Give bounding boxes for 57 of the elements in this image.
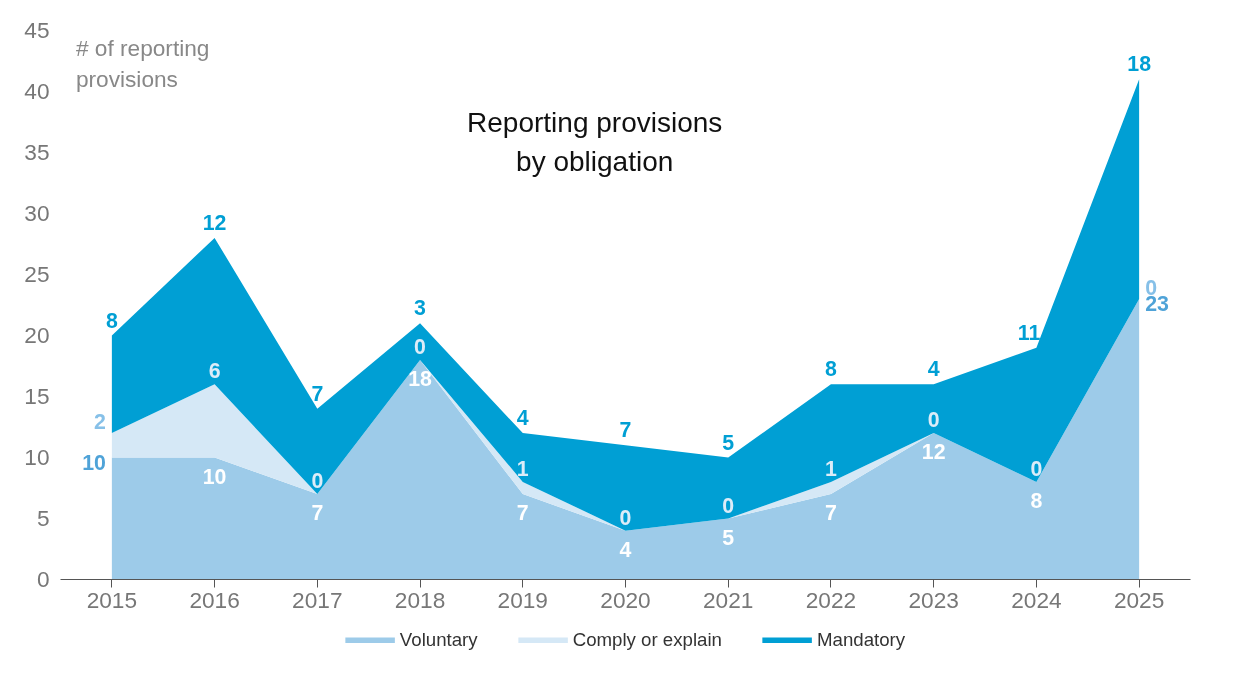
data-label: 8 <box>105 308 118 333</box>
x-tick-label: 2021 <box>703 586 754 613</box>
y-tick-label: 5 <box>36 505 50 531</box>
data-label: 1 <box>825 456 838 481</box>
y-tick-label: 35 <box>24 139 50 165</box>
x-tick-label: 2024 <box>1011 586 1062 613</box>
y-tick-label: 0 <box>36 566 50 592</box>
data-label: 7 <box>825 501 837 526</box>
y-tick-label: 10 <box>24 444 50 470</box>
data-label: 7 <box>619 418 632 443</box>
x-tick-label: 2019 <box>497 586 548 613</box>
data-label: 7 <box>516 501 529 526</box>
data-label: 8 <box>825 357 838 382</box>
data-label: 0 <box>311 469 324 494</box>
text: Reporting provisions by obligation <box>467 107 723 178</box>
y-tick-label: 20 <box>24 322 50 348</box>
x-tick-label: 2016 <box>189 586 240 613</box>
data-label: 0 <box>1030 456 1043 481</box>
data-label: 18 <box>408 366 433 391</box>
y-tick-label: 40 <box>24 78 50 104</box>
data-label: 18 <box>1127 52 1152 77</box>
x-tick-label: 2020 <box>600 586 651 613</box>
data-label: 2 <box>94 410 106 435</box>
data-label: 0 <box>619 505 632 530</box>
x-tick-label: 2015 <box>86 586 138 613</box>
data-label: 4 <box>619 537 632 562</box>
data-label: 1 <box>516 456 529 481</box>
x-tick-label: 2022 <box>805 586 857 613</box>
data-label: 5 <box>722 525 735 550</box>
data-label: 10 <box>82 450 106 475</box>
data-label: 0 <box>927 408 940 433</box>
data-label: 0 <box>414 334 426 359</box>
data-label: 10 <box>202 464 227 489</box>
data-label: 8 <box>1030 488 1043 513</box>
data-label: 7 <box>311 381 324 406</box>
y-tick-label: 30 <box>24 200 50 226</box>
x-tick-label: 2018 <box>394 586 446 613</box>
data-label: 6 <box>208 359 221 384</box>
data-label: 0 <box>722 493 735 518</box>
data-label: 12 <box>921 440 946 465</box>
y-tick-label: 25 <box>24 261 50 287</box>
legend-label: Mandatory <box>816 629 906 651</box>
x-tick-label: 2017 <box>292 586 343 613</box>
data-label: 4 <box>927 357 940 382</box>
y-axis-title: # of reporting provisions <box>75 34 210 92</box>
data-label: 7 <box>311 501 324 526</box>
data-label: 5 <box>722 430 735 455</box>
y-tick-label: 45 <box>24 17 50 43</box>
x-tick-label: 2023 <box>908 586 959 613</box>
data-label: 3 <box>414 296 427 321</box>
x-tick-label: 2025 <box>1113 586 1165 613</box>
legend-label: Comply or explain <box>572 629 722 651</box>
data-label: 12 <box>202 210 227 235</box>
legend-label: Voluntary <box>399 629 478 651</box>
y-tick-label: 15 <box>24 383 50 409</box>
data-label: 4 <box>516 406 529 431</box>
data-label: 11 <box>1017 320 1041 345</box>
